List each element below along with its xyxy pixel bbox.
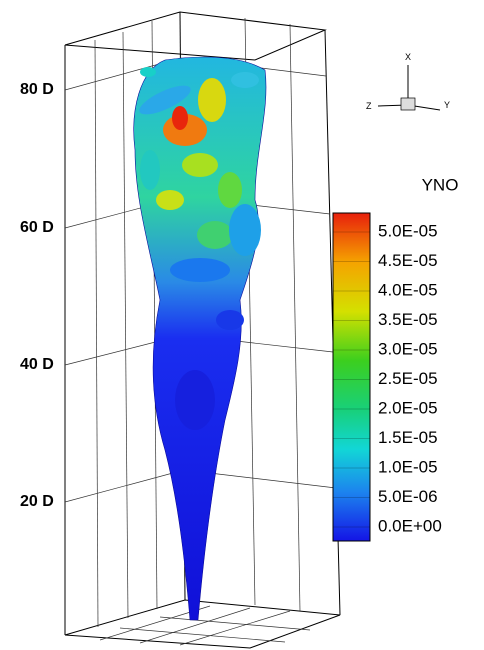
plume [133,56,267,621]
colorbar-label: 2.0E-05 [378,398,438,417]
triad-label: Y [444,100,450,110]
height-label: 40 D [20,356,54,373]
colorbar-label: 0.0E+00 [378,516,442,535]
triad-label: Z [366,101,372,111]
colorbar-label: 5.0E-06 [378,487,438,506]
colorbar-label: 1.5E-05 [378,428,438,447]
colorbar-label: 3.5E-05 [378,310,438,329]
triad-label: X [405,52,411,62]
height-label: 60 D [20,219,54,236]
colorbar-label: 3.0E-05 [378,339,438,358]
colorbar: YNO 5.0E-05 4.5E-05 4.0E-05 3.5E-05 3.0E-05 2… [332,175,459,542]
height-label: 80 D [20,81,54,98]
colorbar-label: 4.0E-05 [378,280,438,299]
colorbar-label: 1.0E-05 [378,457,438,476]
axis-triad: X Z Y [366,52,450,111]
colorbar-title: YNO [422,175,459,194]
colorbar-label: 5.0E-05 [378,221,438,240]
axis-labels: 80 D 60 D 40 D 20 D [20,81,54,510]
colorbar-label: 4.5E-05 [378,251,438,270]
colorbar-scale [332,212,371,542]
colorbar-label: 2.5E-05 [378,369,438,388]
height-label: 20 D [20,493,54,510]
